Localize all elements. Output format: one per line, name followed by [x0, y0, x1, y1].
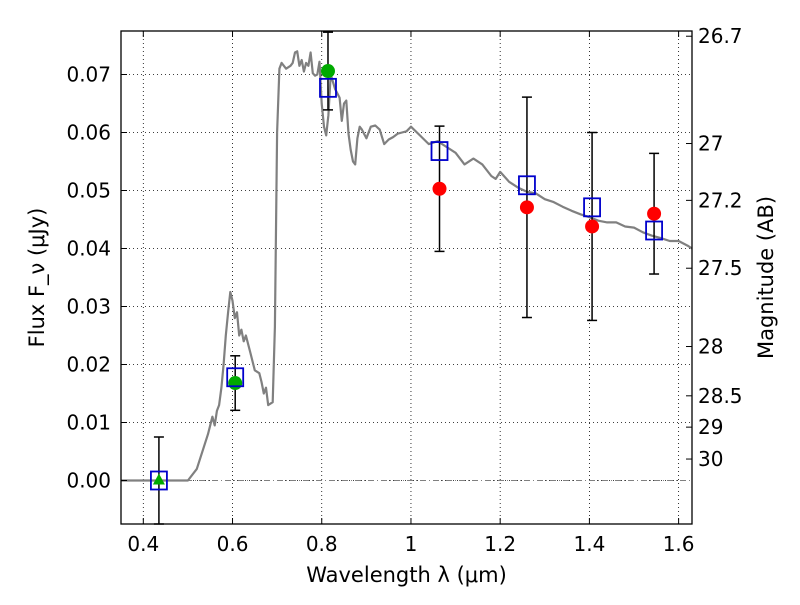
y2-tick-label: 29: [698, 415, 723, 439]
y-tick-label: 0.03: [66, 295, 111, 319]
y-axis-label: Flux F_ν (μJy): [25, 208, 50, 348]
observed-point: [320, 64, 335, 79]
observed-point: [585, 219, 600, 234]
observed-point-triangle: [152, 473, 165, 485]
x-tick-label: 1.2: [484, 532, 516, 556]
y2-tick-label: 30: [698, 447, 723, 471]
observed-points-group: [152, 64, 662, 485]
y2-tick-label: 27: [698, 132, 723, 156]
y2-tick-label: 28.5: [698, 384, 743, 408]
model-points-group: [150, 77, 663, 491]
y-tick-label: 0.02: [66, 353, 111, 377]
y2-tick-label: 26.7: [698, 24, 743, 48]
model-point: [583, 197, 601, 218]
model-point: [430, 141, 449, 161]
x-tick-label: 1.4: [573, 532, 605, 556]
model-point: [150, 470, 168, 491]
x-axis-ticks: 0.4 0.6 0.8 1 1.2 1.4 1.6: [127, 31, 695, 556]
y-tick-label: 0.05: [66, 179, 111, 203]
y2-tick-label: 28: [698, 335, 723, 359]
y2-tick-label: 27.5: [698, 256, 743, 280]
error-bars-group: [153, 31, 660, 525]
y2-axis-label: Magnitude (AB): [754, 196, 778, 359]
y-tick-label: 0.01: [66, 411, 111, 435]
spectrum-line: [121, 50, 693, 482]
y-tick-label: 0.07: [66, 63, 111, 87]
y-tick-label: 0.06: [66, 121, 111, 145]
model-point: [226, 367, 245, 388]
y2-axis-ticks: 26.7 27 27.2 27.5 28 28.5 29 30: [686, 24, 743, 471]
observed-point: [647, 206, 662, 221]
y2-tick-label: 27.2: [698, 188, 743, 212]
x-tick-label: 0.4: [127, 532, 159, 556]
observed-point: [228, 376, 243, 391]
observed-point: [432, 181, 447, 196]
x-tick-label: 0.6: [217, 532, 249, 556]
model-point: [518, 175, 536, 196]
plot-frame: [120, 30, 693, 525]
x-axis-label: Wavelength λ (μm): [306, 563, 507, 587]
y-tick-label: 0.00: [66, 469, 111, 493]
x-tick-label: 1: [405, 532, 418, 556]
observed-point: [519, 200, 534, 215]
y-axis-ticks: 0.00 0.01 0.02 0.03 0.04 0.05 0.06 0.07: [66, 63, 127, 493]
model-point: [645, 220, 663, 241]
spectrum-group: [121, 50, 693, 482]
grid: [121, 31, 692, 524]
x-tick-label: 1.6: [663, 532, 695, 556]
y-tick-label: 0.04: [66, 237, 111, 261]
model-point: [319, 77, 337, 98]
x-tick-label: 0.8: [306, 532, 338, 556]
